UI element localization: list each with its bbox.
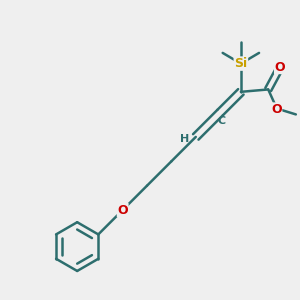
Text: O: O	[117, 203, 128, 217]
Text: O: O	[271, 103, 282, 116]
Text: Si: Si	[234, 57, 248, 70]
Text: C: C	[218, 116, 226, 126]
Text: H: H	[180, 134, 189, 144]
Text: O: O	[274, 61, 285, 74]
